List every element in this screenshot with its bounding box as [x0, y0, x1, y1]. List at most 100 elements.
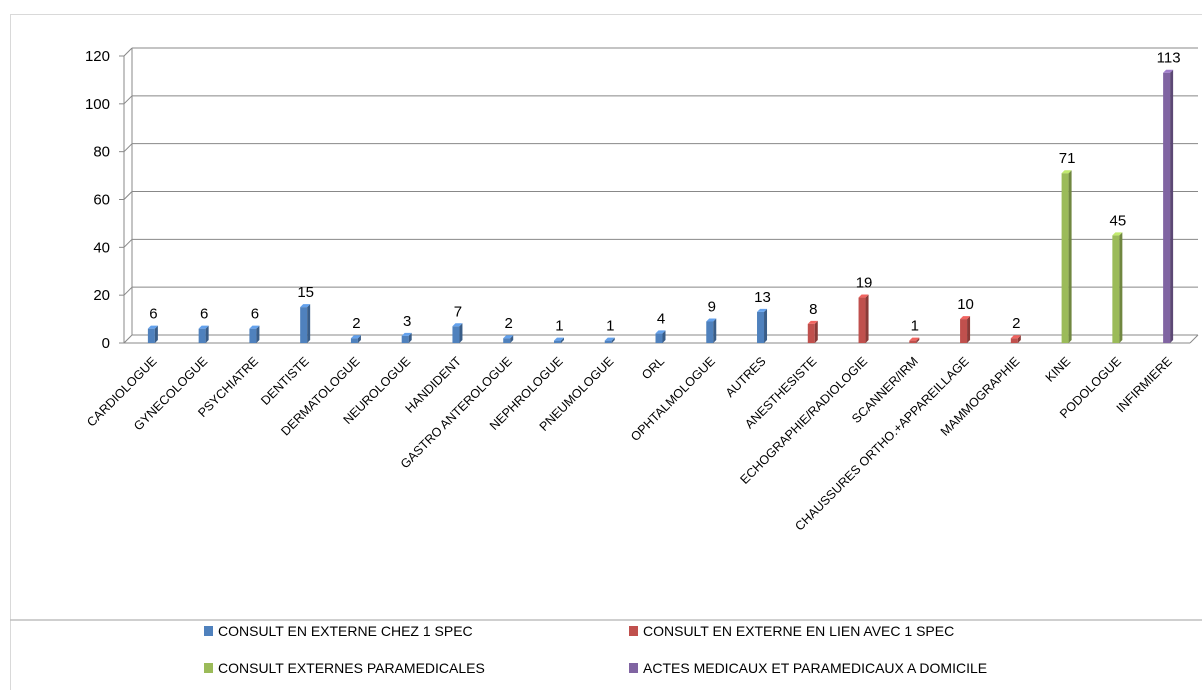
bar-side — [1119, 232, 1123, 343]
bar — [249, 325, 260, 343]
data-label: 113 — [1157, 50, 1181, 67]
bar — [300, 304, 311, 343]
bar — [147, 325, 158, 343]
data-label: 13 — [754, 289, 771, 306]
y-tick-label: 120 — [85, 48, 110, 65]
bar-side — [611, 337, 615, 343]
legend-item: CONSULT EN EXTERNE CHEZ 1 SPEC — [204, 623, 473, 639]
data-label: 1 — [555, 318, 563, 335]
data-label: 45 — [1110, 212, 1127, 229]
bars — [147, 69, 1174, 343]
data-label: 2 — [352, 315, 360, 332]
bar-side — [1017, 335, 1021, 343]
legend-item: ACTES MEDICAUX ET PARAMEDICAUX A DOMICIL… — [629, 660, 987, 676]
category-label: DENTISTE — [258, 354, 312, 408]
bar-front — [706, 321, 714, 343]
data-label: 4 — [657, 310, 665, 327]
bar-side — [560, 337, 564, 343]
bar-side — [916, 337, 920, 343]
bar-top — [452, 323, 463, 327]
data-label: 6 — [149, 306, 157, 323]
data-label: 6 — [251, 306, 259, 323]
bar — [960, 316, 971, 343]
data-label: 6 — [200, 306, 208, 323]
bar-side — [662, 330, 666, 343]
bar — [909, 337, 920, 343]
bar — [198, 325, 209, 343]
bar-top — [401, 332, 412, 336]
bar-side — [408, 332, 412, 343]
bar-side — [1170, 69, 1174, 343]
bar-side — [764, 308, 768, 343]
bar-front — [147, 328, 155, 343]
floor-edge — [1189, 334, 1199, 344]
bar-front — [249, 328, 257, 343]
bar-front — [604, 340, 612, 343]
bar-front — [1112, 235, 1120, 343]
data-label: 9 — [708, 298, 716, 315]
bar-side — [510, 335, 514, 343]
bar-front — [503, 338, 511, 343]
y-tick-label: 100 — [85, 96, 110, 113]
bar-top — [706, 318, 717, 322]
legend-swatch — [204, 626, 213, 636]
bar — [503, 335, 514, 343]
bar-side — [814, 320, 818, 343]
bar — [350, 335, 361, 343]
gridline-side — [123, 334, 133, 344]
bar-front — [198, 328, 206, 343]
data-label: 3 — [403, 313, 411, 330]
bar-side — [307, 304, 311, 343]
bar-side — [205, 325, 209, 343]
data-label: 8 — [809, 301, 817, 318]
bar-side — [713, 318, 717, 343]
bar — [807, 320, 818, 343]
legend-item: CONSULT EXTERNES PARAMEDICALES — [204, 660, 485, 676]
bar-side — [1068, 170, 1072, 343]
bar-front — [553, 340, 561, 343]
bar-front — [807, 323, 815, 343]
data-label: 1 — [606, 318, 614, 335]
gridline-side — [123, 238, 133, 248]
legend-swatch — [629, 663, 638, 673]
bar-top — [147, 325, 158, 329]
bar-front — [909, 340, 917, 343]
bar-side — [154, 325, 158, 343]
bar — [858, 294, 869, 343]
bar-front — [1163, 72, 1171, 343]
legend-item: CONSULT EN EXTERNE EN LIEN AVEC 1 SPEC — [629, 623, 954, 639]
data-label: 2 — [1012, 315, 1020, 332]
bar — [706, 318, 717, 343]
bar-top — [350, 335, 361, 339]
legend-label: ACTES MEDICAUX ET PARAMEDICAUX A DOMICIL… — [643, 660, 987, 676]
y-tick-label: 80 — [93, 144, 110, 161]
bar-side — [459, 323, 463, 343]
bar-top — [858, 294, 869, 298]
bar-top — [655, 330, 666, 334]
bar — [1163, 69, 1174, 343]
bar-side — [865, 294, 869, 343]
bar-top — [1163, 69, 1174, 73]
x-axis-labels: CARDIOLOGUEGYNECOLOGUEPSYCHIATREDENTISTE… — [84, 354, 1174, 534]
bar-front — [858, 297, 866, 343]
bar-top — [960, 316, 971, 320]
bar-front — [960, 319, 968, 343]
y-tick-label: 60 — [93, 192, 110, 209]
y-tick-label: 40 — [93, 239, 110, 256]
category-label: KINE — [1043, 354, 1074, 385]
legend-swatch — [629, 626, 638, 636]
bar-top — [604, 337, 615, 341]
y-tick-label: 20 — [93, 287, 110, 304]
data-label: 71 — [1059, 150, 1076, 167]
legend-label: CONSULT EXTERNES PARAMEDICALES — [218, 660, 485, 676]
data-label: 7 — [454, 303, 462, 320]
bar-top — [300, 304, 311, 308]
bar-top — [1010, 335, 1021, 339]
bar-top — [198, 325, 209, 329]
grid-lines — [123, 47, 1198, 344]
legend-label: CONSULT EN EXTERNE CHEZ 1 SPEC — [218, 623, 473, 639]
bar-top — [1061, 170, 1072, 174]
bar-top — [807, 320, 818, 324]
bar — [1061, 170, 1072, 343]
